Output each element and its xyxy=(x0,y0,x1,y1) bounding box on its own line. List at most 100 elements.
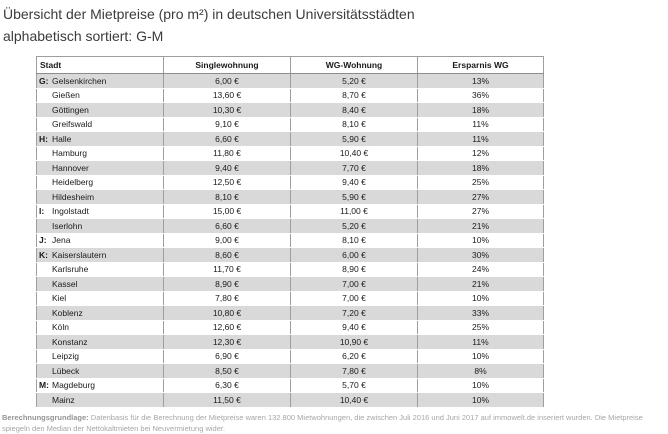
city-name: Konstanz xyxy=(52,336,88,347)
city-name: Gelsenkirchen xyxy=(52,75,107,86)
table-row: Mainz 11,50 €10,40 €10% xyxy=(36,392,544,408)
city-cell: Gießen xyxy=(36,88,164,103)
col-header-ersparnis-wg: Ersparnis WG xyxy=(417,56,544,74)
wg-savings-percent: 8% xyxy=(417,363,544,379)
page-title: Übersicht der Mietpreise (pro m²) in deu… xyxy=(0,0,668,47)
wg-savings-percent: 11% xyxy=(417,334,544,350)
col-header-singlewohnung: Singlewohnung xyxy=(163,56,291,74)
wg-savings-percent: 25% xyxy=(417,175,544,190)
city-cell: Greifswald xyxy=(36,117,164,132)
col-header-stadt: Stadt xyxy=(36,56,164,74)
table-row: I: Ingolstadt 15,00 €11,00 €27% xyxy=(36,204,544,219)
letter-group-label: I: xyxy=(39,206,45,217)
city-cell: H: Halle xyxy=(36,131,164,147)
shared-apartment-price: 7,70 € xyxy=(290,160,418,176)
city-name: Greifswald xyxy=(52,119,93,130)
wg-savings-percent: 18% xyxy=(417,102,544,118)
table-row: M: Magdeburg 6,30 €5,70 €10% xyxy=(36,378,544,393)
table-row: Karlsruhe 11,70 €8,90 €24% xyxy=(36,262,544,277)
single-apartment-price: 12,60 € xyxy=(163,320,291,335)
letter-group-label: H: xyxy=(39,133,48,144)
table-row: K: Kaiserslautern 8,60 €6,00 €30% xyxy=(36,247,544,263)
table-row: Konstanz 12,30 €10,90 €11% xyxy=(36,334,544,350)
shared-apartment-price: 6,00 € xyxy=(290,247,418,263)
rent-price-table: Stadt Singlewohnung WG-Wohnung Ersparnis… xyxy=(36,56,544,408)
letter-group-label: G: xyxy=(39,75,49,86)
city-cell: Hamburg xyxy=(36,146,164,161)
wg-savings-percent: 27% xyxy=(417,189,544,205)
city-cell: Heidelberg xyxy=(36,175,164,190)
table-row: Göttingen 10,30 €8,40 €18% xyxy=(36,102,544,118)
city-cell: Hildesheim xyxy=(36,189,164,205)
wg-savings-percent: 10% xyxy=(417,349,544,364)
shared-apartment-price: 5,90 € xyxy=(290,189,418,205)
letter-group-label: J: xyxy=(39,235,47,246)
shared-apartment-price: 11,00 € xyxy=(290,204,418,219)
city-cell: Konstanz xyxy=(36,334,164,350)
table-row: Iserlohn 6,60 €5,20 €21% xyxy=(36,218,544,234)
single-apartment-price: 8,90 € xyxy=(163,276,291,292)
city-cell: Kassel xyxy=(36,276,164,292)
shared-apartment-price: 8,90 € xyxy=(290,262,418,277)
table-row: Hildesheim 8,10 €5,90 €27% xyxy=(36,189,544,205)
city-cell: Hannover xyxy=(36,160,164,176)
shared-apartment-price: 8,40 € xyxy=(290,102,418,118)
shared-apartment-price: 7,00 € xyxy=(290,276,418,292)
city-name: Lübeck xyxy=(52,365,80,376)
city-cell: M: Magdeburg xyxy=(36,378,164,393)
table-row: Leipzig 6,90 €6,20 €10% xyxy=(36,349,544,364)
wg-savings-percent: 10% xyxy=(417,392,544,408)
shared-apartment-price: 5,20 € xyxy=(290,218,418,234)
table-row: Hannover 9,40 €7,70 €18% xyxy=(36,160,544,176)
wg-savings-percent: 21% xyxy=(417,218,544,234)
single-apartment-price: 13,60 € xyxy=(163,88,291,103)
wg-savings-percent: 25% xyxy=(417,320,544,335)
wg-savings-percent: 30% xyxy=(417,247,544,263)
city-cell: Köln xyxy=(36,320,164,335)
table-row: Koblenz 10,80 €7,20 €33% xyxy=(36,305,544,321)
wg-savings-percent: 10% xyxy=(417,291,544,306)
wg-savings-percent: 10% xyxy=(417,378,544,393)
single-apartment-price: 9,40 € xyxy=(163,160,291,176)
table-row: Köln 12,60 €9,40 €25% xyxy=(36,320,544,335)
city-cell: Koblenz xyxy=(36,305,164,321)
wg-savings-percent: 18% xyxy=(417,160,544,176)
wg-savings-percent: 36% xyxy=(417,88,544,103)
wg-savings-percent: 33% xyxy=(417,305,544,321)
col-header-wg-wohnung: WG-Wohnung xyxy=(290,56,418,74)
city-cell: Mainz xyxy=(36,392,164,408)
city-name: Kassel xyxy=(52,278,78,289)
wg-savings-percent: 27% xyxy=(417,204,544,219)
single-apartment-price: 8,60 € xyxy=(163,247,291,263)
city-name: Koblenz xyxy=(52,307,83,318)
city-name: Hildesheim xyxy=(52,191,95,202)
single-apartment-price: 12,30 € xyxy=(163,334,291,350)
shared-apartment-price: 7,20 € xyxy=(290,305,418,321)
letter-group-label: K: xyxy=(39,249,48,260)
table-row: Kassel 8,90 €7,00 €21% xyxy=(36,276,544,292)
single-apartment-price: 6,30 € xyxy=(163,378,291,393)
shared-apartment-price: 8,10 € xyxy=(290,117,418,132)
city-name: Göttingen xyxy=(52,104,89,115)
shared-apartment-price: 9,40 € xyxy=(290,320,418,335)
city-name: Gießen xyxy=(52,90,80,101)
wg-savings-percent: 12% xyxy=(417,146,544,161)
footnote-label: Berechnungsgrundlage: xyxy=(2,412,89,422)
city-name: Karlsruhe xyxy=(52,264,89,275)
single-apartment-price: 7,80 € xyxy=(163,291,291,306)
single-apartment-price: 15,00 € xyxy=(163,204,291,219)
single-apartment-price: 12,50 € xyxy=(163,175,291,190)
shared-apartment-price: 6,20 € xyxy=(290,349,418,364)
city-cell: Iserlohn xyxy=(36,218,164,234)
table-row: Lübeck 8,50 €7,80 €8% xyxy=(36,363,544,379)
city-name: Kaiserslautern xyxy=(52,249,107,260)
city-name: Jena xyxy=(52,235,71,246)
letter-group-label: M: xyxy=(39,380,49,391)
city-cell: Karlsruhe xyxy=(36,262,164,277)
city-cell: G: Gelsenkirchen xyxy=(36,73,164,89)
single-apartment-price: 6,60 € xyxy=(163,131,291,147)
single-apartment-price: 9,10 € xyxy=(163,117,291,132)
city-name: Halle xyxy=(52,133,72,144)
single-apartment-price: 6,90 € xyxy=(163,349,291,364)
footnote-text: Datenbasis für die Berechnung der Mietpr… xyxy=(2,412,643,433)
